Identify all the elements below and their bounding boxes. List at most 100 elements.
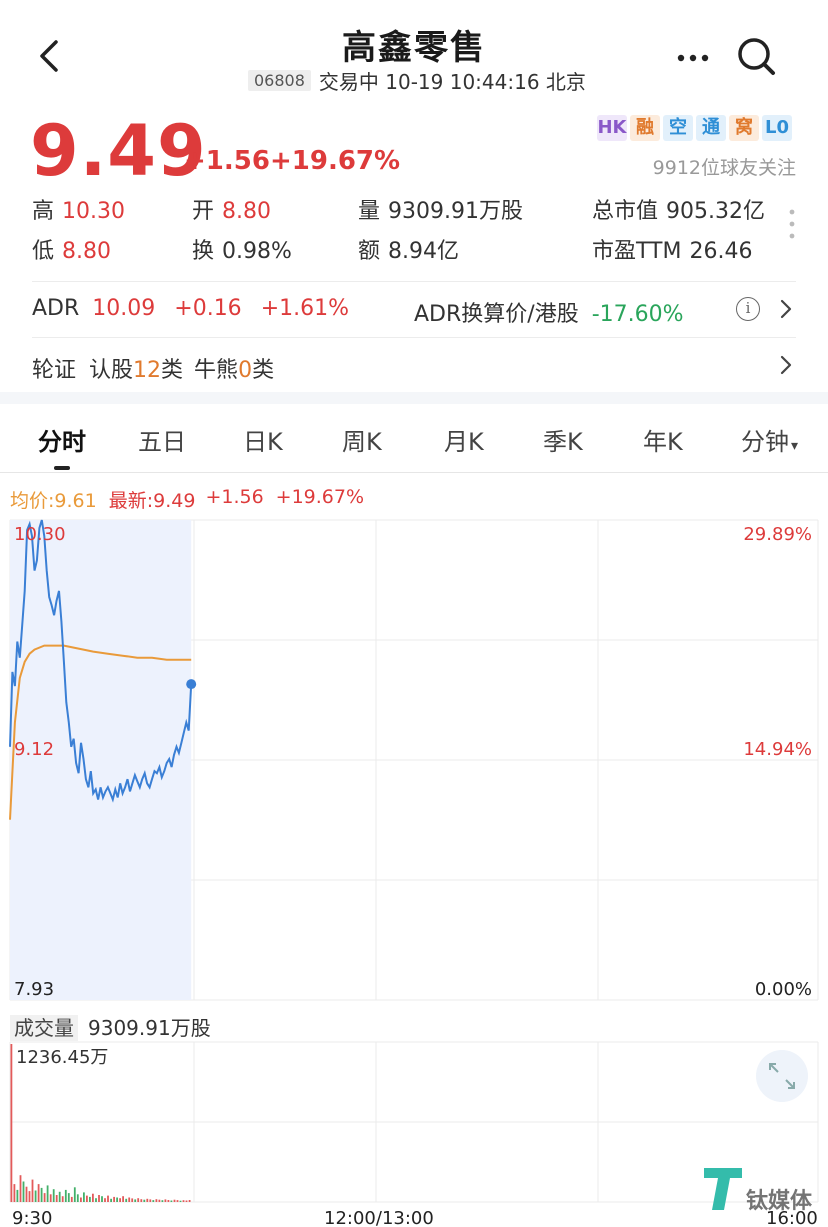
adr-change-percent: +1.61%: [260, 296, 350, 321]
volume-bar: [37, 1184, 40, 1202]
stat-amount: 额 8.94亿: [358, 239, 460, 264]
tab-five-day[interactable]: 五日: [138, 428, 186, 456]
current-price: 9.49: [30, 110, 207, 192]
tab-intraday[interactable]: 分时: [38, 428, 86, 456]
volume-bar: [155, 1199, 158, 1202]
x-axis-mid-label: 12:00/13:00: [324, 1208, 434, 1227]
volume-bar: [119, 1198, 121, 1202]
volume-bar: [92, 1193, 94, 1202]
search-icon[interactable]: [734, 34, 778, 78]
price-line: [9, 519, 193, 803]
volume-bar: [128, 1197, 131, 1202]
volume-max-label: 1236.45万: [16, 1047, 108, 1068]
volume-bar: [116, 1197, 118, 1202]
market-tag[interactable]: L0: [762, 115, 792, 141]
price-area-fill: [10, 520, 192, 1000]
y-axis-low-label: 7.93: [14, 979, 54, 1000]
adr-conversion-label: ADR换算价/港股: [414, 302, 579, 327]
price-change-percent: +19.67%: [270, 146, 401, 176]
expand-chart-icon[interactable]: [756, 1050, 808, 1102]
volume-bar: [61, 1196, 64, 1202]
stat-turnover: 换 0.98%: [192, 239, 292, 264]
legend-change-percent: +19.67%: [275, 486, 365, 508]
volume-bar: [179, 1200, 182, 1202]
x-axis-start-label: 9:30: [12, 1208, 53, 1227]
adr-label: ADR: [32, 296, 80, 321]
volume-bar: [140, 1199, 143, 1202]
page-title: 高鑫零售: [342, 28, 486, 68]
tab-day-k[interactable]: 日K: [243, 428, 283, 456]
chevron-right-icon[interactable]: [778, 354, 794, 376]
volume-bar: [107, 1195, 109, 1202]
stock-code-badge: 06808: [248, 70, 311, 91]
y-axis-right-high-label: 29.89%: [743, 524, 812, 545]
stat-low: 低 8.80: [32, 239, 111, 264]
tab-week-k[interactable]: 周K: [342, 428, 382, 456]
divider: [0, 472, 828, 473]
followers-count[interactable]: 9912位球友关注: [652, 157, 796, 179]
volume-bar: [98, 1195, 100, 1202]
tab-year-k[interactable]: 年K: [643, 428, 683, 456]
warrants-row[interactable]: 轮证 认股12类 牛熊0类: [32, 358, 275, 383]
volume-bar: [158, 1199, 161, 1202]
watermark-text: 钛媒体: [746, 1188, 813, 1214]
adr-row[interactable]: ADR 10.09 +0.16 +1.61%: [32, 296, 349, 321]
adr-conversion: ADR换算价/港股 -17.60%: [414, 296, 684, 328]
vertical-dots-icon[interactable]: [788, 208, 796, 240]
adr-price: 10.09: [92, 296, 156, 321]
tab-quarter-k[interactable]: 季K: [543, 428, 583, 456]
volume-bar: [76, 1194, 79, 1202]
volume-bar: [34, 1190, 37, 1202]
volume-total: 9309.91万股: [88, 1016, 211, 1040]
volume-bar: [31, 1179, 34, 1202]
volume-bar: [125, 1198, 128, 1202]
volume-bar: [95, 1198, 97, 1202]
more-options-icon[interactable]: [674, 38, 714, 78]
volume-bar: [64, 1189, 67, 1202]
legend-change: +1.56: [205, 486, 264, 508]
tab-minute[interactable]: 分钟 ▾: [741, 428, 799, 456]
volume-bar: [73, 1187, 76, 1202]
section-separator: [0, 392, 828, 404]
volume-label: 成交量: [10, 1015, 78, 1041]
volume-bar: [46, 1185, 49, 1202]
volume-bar: [49, 1194, 52, 1202]
divider: [32, 281, 796, 282]
y-axis-right-low-label: 0.00%: [755, 979, 812, 1000]
volume-bar: [110, 1198, 112, 1202]
divider: [32, 337, 796, 338]
stat-volume: 量 9309.91万股: [358, 199, 523, 224]
volume-bar: [113, 1196, 115, 1202]
volume-bar: [164, 1199, 167, 1202]
y-axis-high-label: 10.30: [14, 524, 66, 545]
volume-bar: [55, 1195, 58, 1202]
volume-bar: [22, 1181, 25, 1202]
volume-bar: [67, 1193, 70, 1202]
market-tag[interactable]: 通: [696, 115, 726, 141]
tab-month-k[interactable]: 月K: [444, 428, 484, 456]
back-arrow-icon[interactable]: [32, 36, 72, 76]
volume-bar: [149, 1199, 152, 1202]
volume-bar: [52, 1189, 55, 1202]
volume-bar: [143, 1199, 146, 1202]
market-tag[interactable]: 空: [663, 115, 693, 141]
market-tag[interactable]: HK: [597, 115, 627, 141]
volume-bar: [122, 1196, 124, 1202]
stat-market-cap: 总市值 905.32亿: [592, 199, 765, 224]
volume-bar: [146, 1198, 149, 1202]
market-tag[interactable]: 窝: [729, 115, 759, 141]
volume-bar: [19, 1175, 22, 1202]
market-tag[interactable]: 融: [630, 115, 660, 141]
volume-bar: [40, 1187, 43, 1202]
chevron-right-icon[interactable]: [778, 298, 794, 320]
volume-bar: [83, 1192, 85, 1202]
volume-bar: [131, 1198, 134, 1202]
active-tab-indicator: [54, 466, 70, 470]
latest-price-dot: [186, 679, 197, 690]
volume-bar: [176, 1200, 179, 1202]
info-icon[interactable]: i: [736, 297, 760, 321]
y-axis-mid-label: 9.12: [14, 739, 54, 760]
volume-bar: [58, 1191, 61, 1202]
volume-bar: [25, 1186, 28, 1202]
